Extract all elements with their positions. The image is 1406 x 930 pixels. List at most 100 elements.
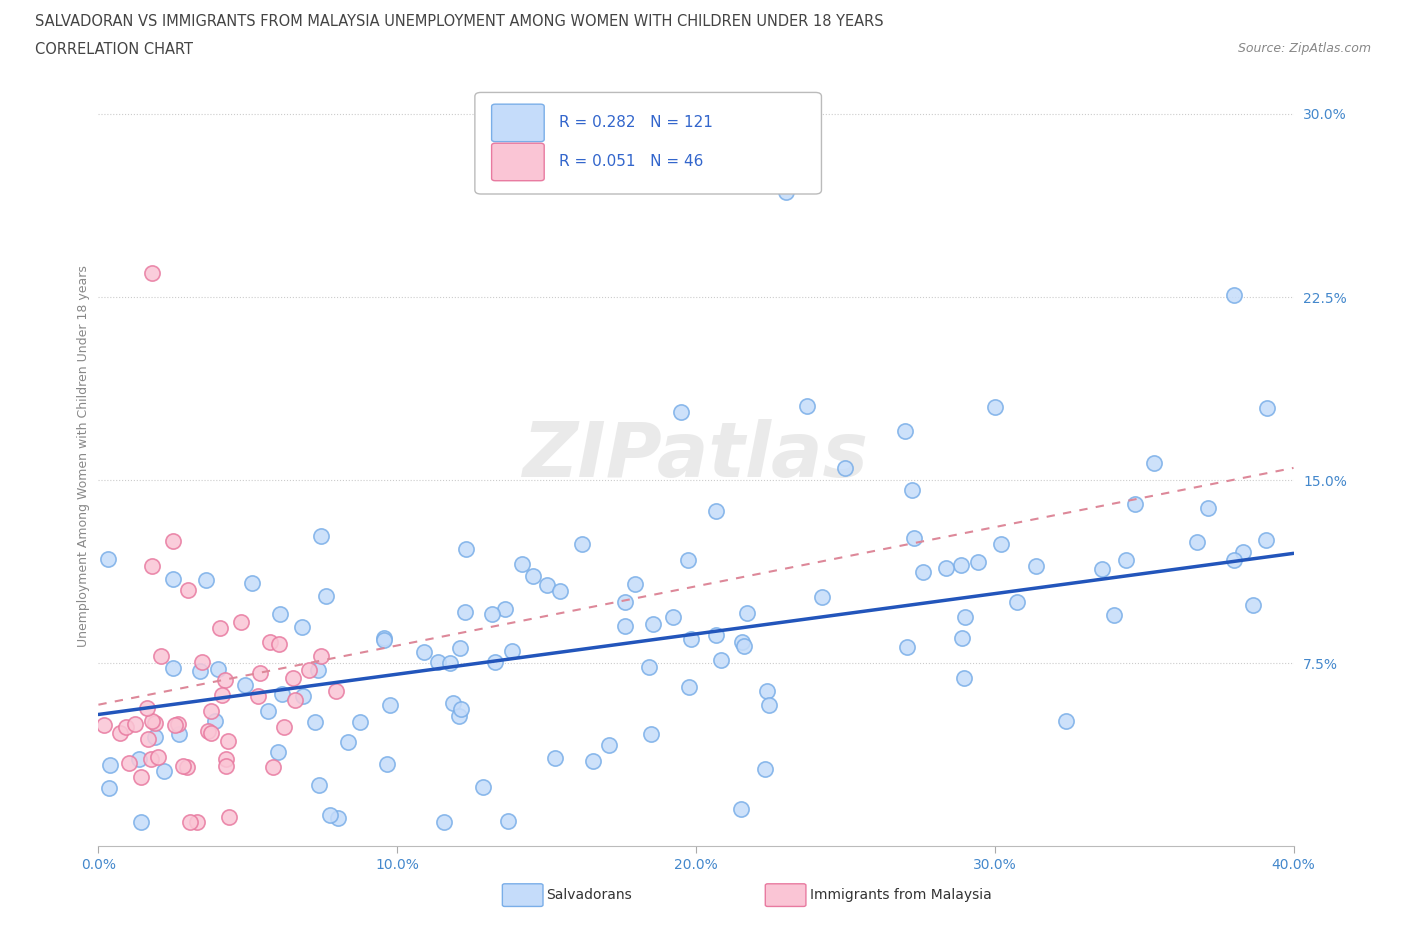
FancyBboxPatch shape: [475, 92, 821, 194]
Point: [267, 744, 290, 759]
Point: [950, 558, 973, 573]
Point: [1254, 533, 1277, 548]
Point: [1143, 456, 1166, 471]
Point: [326, 810, 349, 825]
Point: [737, 605, 759, 620]
Point: [953, 610, 976, 625]
Point: [136, 732, 159, 747]
Point: [309, 648, 332, 663]
Point: [1223, 287, 1246, 302]
Point: [834, 460, 856, 475]
Point: [195, 572, 218, 587]
Point: [197, 724, 219, 738]
Point: [211, 687, 233, 702]
Point: [262, 759, 284, 774]
Point: [1232, 545, 1254, 560]
Point: [912, 565, 935, 579]
Point: [522, 569, 544, 584]
Point: [903, 530, 925, 545]
Point: [128, 751, 150, 766]
Point: [269, 606, 291, 621]
Point: [447, 709, 470, 724]
Point: [167, 717, 190, 732]
Text: Source: ZipAtlas.com: Source: ZipAtlas.com: [1237, 42, 1371, 55]
Point: [484, 654, 506, 669]
Point: [640, 727, 662, 742]
Point: [494, 602, 516, 617]
Point: [118, 755, 141, 770]
Point: [373, 631, 395, 645]
Point: [336, 735, 359, 750]
Point: [481, 606, 503, 621]
Point: [796, 399, 818, 414]
Point: [273, 719, 295, 734]
Point: [441, 696, 464, 711]
Point: [375, 756, 398, 771]
Point: [758, 698, 780, 713]
Point: [153, 764, 176, 778]
Point: [536, 578, 558, 592]
Point: [413, 644, 436, 659]
Point: [267, 636, 290, 651]
Point: [704, 503, 727, 518]
Point: [710, 653, 733, 668]
Point: [471, 779, 494, 794]
Point: [349, 714, 371, 729]
Point: [953, 671, 976, 685]
Text: CORRELATION CHART: CORRELATION CHART: [35, 42, 193, 57]
Point: [136, 700, 159, 715]
Point: [319, 808, 342, 823]
Point: [229, 615, 252, 630]
Point: [775, 185, 797, 200]
Point: [512, 556, 534, 571]
Point: [208, 620, 231, 635]
Point: [200, 725, 222, 740]
Point: [543, 751, 565, 765]
Point: [983, 400, 1005, 415]
Point: [141, 558, 163, 573]
Point: [143, 730, 166, 745]
Point: [129, 770, 152, 785]
Point: [1005, 594, 1028, 609]
Point: [207, 661, 229, 676]
Point: [325, 684, 347, 698]
Point: [215, 751, 238, 766]
Point: [167, 726, 190, 741]
Point: [292, 688, 315, 703]
Point: [669, 405, 692, 419]
Point: [427, 655, 450, 670]
Point: [730, 802, 752, 817]
Point: [284, 693, 307, 708]
FancyBboxPatch shape: [502, 884, 543, 907]
Point: [259, 634, 281, 649]
Point: [706, 628, 728, 643]
Point: [108, 726, 131, 741]
Point: [1123, 497, 1146, 512]
Point: [307, 663, 329, 678]
Point: [450, 701, 472, 716]
Point: [217, 734, 239, 749]
Point: [98, 758, 121, 773]
Point: [433, 815, 456, 830]
Point: [204, 713, 226, 728]
Point: [1256, 401, 1278, 416]
Point: [967, 555, 990, 570]
Point: [139, 751, 162, 766]
Point: [1115, 552, 1137, 567]
Point: [901, 483, 924, 498]
Point: [124, 716, 146, 731]
Point: [172, 759, 194, 774]
Point: [98, 781, 121, 796]
Point: [678, 679, 700, 694]
Point: [550, 584, 572, 599]
Point: [188, 664, 211, 679]
Point: [162, 660, 184, 675]
Text: Immigrants from Malaysia: Immigrants from Malaysia: [810, 888, 991, 902]
Point: [191, 655, 214, 670]
Point: [176, 759, 198, 774]
Text: R = 0.282   N = 121: R = 0.282 N = 121: [558, 114, 713, 129]
Point: [1091, 561, 1114, 576]
Point: [754, 762, 776, 777]
Point: [315, 589, 337, 604]
Point: [613, 594, 636, 609]
